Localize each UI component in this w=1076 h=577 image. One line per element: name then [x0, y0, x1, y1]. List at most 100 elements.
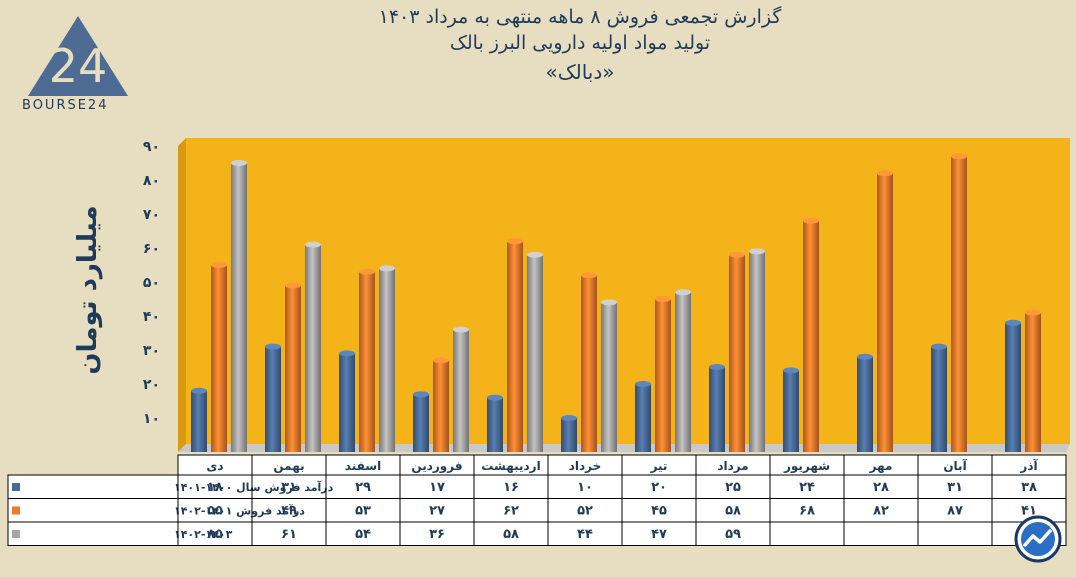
data-label: ۱۷ [429, 480, 445, 495]
y-tick-label: ۵۰ [143, 275, 160, 291]
bar-cap [803, 217, 819, 224]
bar-body [527, 254, 543, 452]
bar-body [211, 265, 227, 452]
bar-body [379, 268, 395, 452]
x-tick-label: اسفند [345, 459, 381, 473]
data-label: ۴۵ [651, 504, 667, 519]
bar-body [413, 394, 429, 452]
bar [709, 364, 725, 452]
data-label: ۲۵ [725, 480, 741, 495]
bar-body [231, 163, 247, 452]
data-label: ۴۱ [1021, 504, 1037, 519]
bar-cap [265, 343, 281, 350]
bar-cap [191, 387, 207, 394]
data-label: ۳۸ [1021, 480, 1037, 495]
x-tick-label: مرداد [717, 459, 748, 473]
bar-cap [433, 357, 449, 364]
bar-body [709, 367, 725, 452]
bar-cap [413, 391, 429, 398]
bar [729, 251, 745, 452]
bar [231, 160, 247, 452]
legend-label: درآمد فروش ۱۴۰۱-۱۴۰۲ [174, 504, 305, 518]
bar-body [635, 384, 651, 452]
bar [561, 415, 577, 452]
bar [1025, 309, 1041, 452]
y-tick-label: ۷۰ [143, 207, 160, 223]
legend-label: درآمد فروش سال ۱۴۰۰-۱۴۰۱ [174, 480, 334, 494]
data-label: ۴۹ [281, 504, 297, 519]
bar-cap [527, 251, 543, 258]
y-tick-label: ۳۰ [143, 343, 160, 359]
bar-cap [507, 238, 523, 245]
bar-cap [655, 296, 671, 302]
x-tick-label: فروردین [411, 459, 462, 474]
bar [359, 268, 375, 452]
bourse24-logo: 24 [28, 16, 128, 96]
data-label: ۳۱ [947, 480, 963, 495]
data-label: ۸۵ [207, 527, 223, 542]
data-label: ۲۹ [355, 480, 371, 495]
data-label: ۵۵ [207, 504, 223, 519]
bar-body [675, 292, 691, 452]
bar-cap [379, 265, 395, 272]
bar-cap [453, 326, 469, 333]
data-label: ۶۱ [281, 527, 297, 542]
data-label: ۲۷ [429, 504, 445, 519]
x-tick-label: دی [206, 459, 223, 473]
bar [749, 248, 765, 452]
bar-body [729, 254, 745, 452]
bar-cap [285, 282, 301, 289]
x-tick-label: تیر [650, 459, 668, 473]
bar-cap [931, 343, 947, 350]
chart-title: گزارش تجمعی فروش ۸ ماهه منتهی به مرداد ۱… [378, 6, 782, 28]
bar [857, 353, 873, 452]
data-label: ۵۳ [355, 504, 371, 519]
bar-cap [749, 248, 765, 255]
bar-body [1025, 312, 1041, 452]
bar-cap [211, 262, 227, 268]
data-label: ۲۰ [651, 480, 667, 495]
table-row [7, 521, 1067, 546]
data-label: ۱۸ [207, 480, 223, 495]
bar-body [339, 353, 355, 452]
bar-cap [709, 364, 725, 370]
data-label: ۳۱ [281, 480, 297, 495]
bar [877, 170, 893, 452]
data-label: ۵۸ [725, 504, 741, 519]
y-tick-label: ۱۰ [143, 411, 160, 427]
legend-swatch [12, 530, 20, 538]
bar-cap [561, 415, 577, 421]
y-tick-label: ۶۰ [143, 241, 160, 257]
data-label: ۱۶ [503, 480, 519, 495]
bar [655, 296, 671, 452]
bar-cap [729, 251, 745, 258]
bar-body [749, 251, 765, 452]
bar-cap [635, 381, 651, 387]
table-row [7, 474, 1067, 499]
bar [379, 265, 395, 452]
data-label: ۲۸ [873, 480, 889, 495]
x-tick-label: آذر [1019, 458, 1038, 473]
bar-body [951, 156, 967, 452]
plot-side-wall [178, 138, 186, 452]
bar [433, 357, 449, 452]
bar [635, 381, 651, 452]
bar-body [783, 370, 799, 452]
data-label: ۵۲ [577, 504, 593, 519]
bar [527, 251, 543, 452]
bar-body [561, 418, 577, 452]
x-tick-label: خرداد [569, 459, 602, 473]
bar [285, 282, 301, 452]
bar [803, 217, 819, 452]
y-tick-label: ۸۰ [143, 173, 160, 189]
bar [931, 343, 947, 452]
bar-body [857, 356, 873, 452]
bar-body [803, 220, 819, 452]
bar [305, 241, 321, 452]
legend-label: ۱۴۰۲-۱۴۰۳ [174, 528, 233, 541]
logo-mark: 24 [49, 39, 108, 93]
x-tick-label: مهر [869, 459, 893, 473]
bar-body [305, 244, 321, 452]
